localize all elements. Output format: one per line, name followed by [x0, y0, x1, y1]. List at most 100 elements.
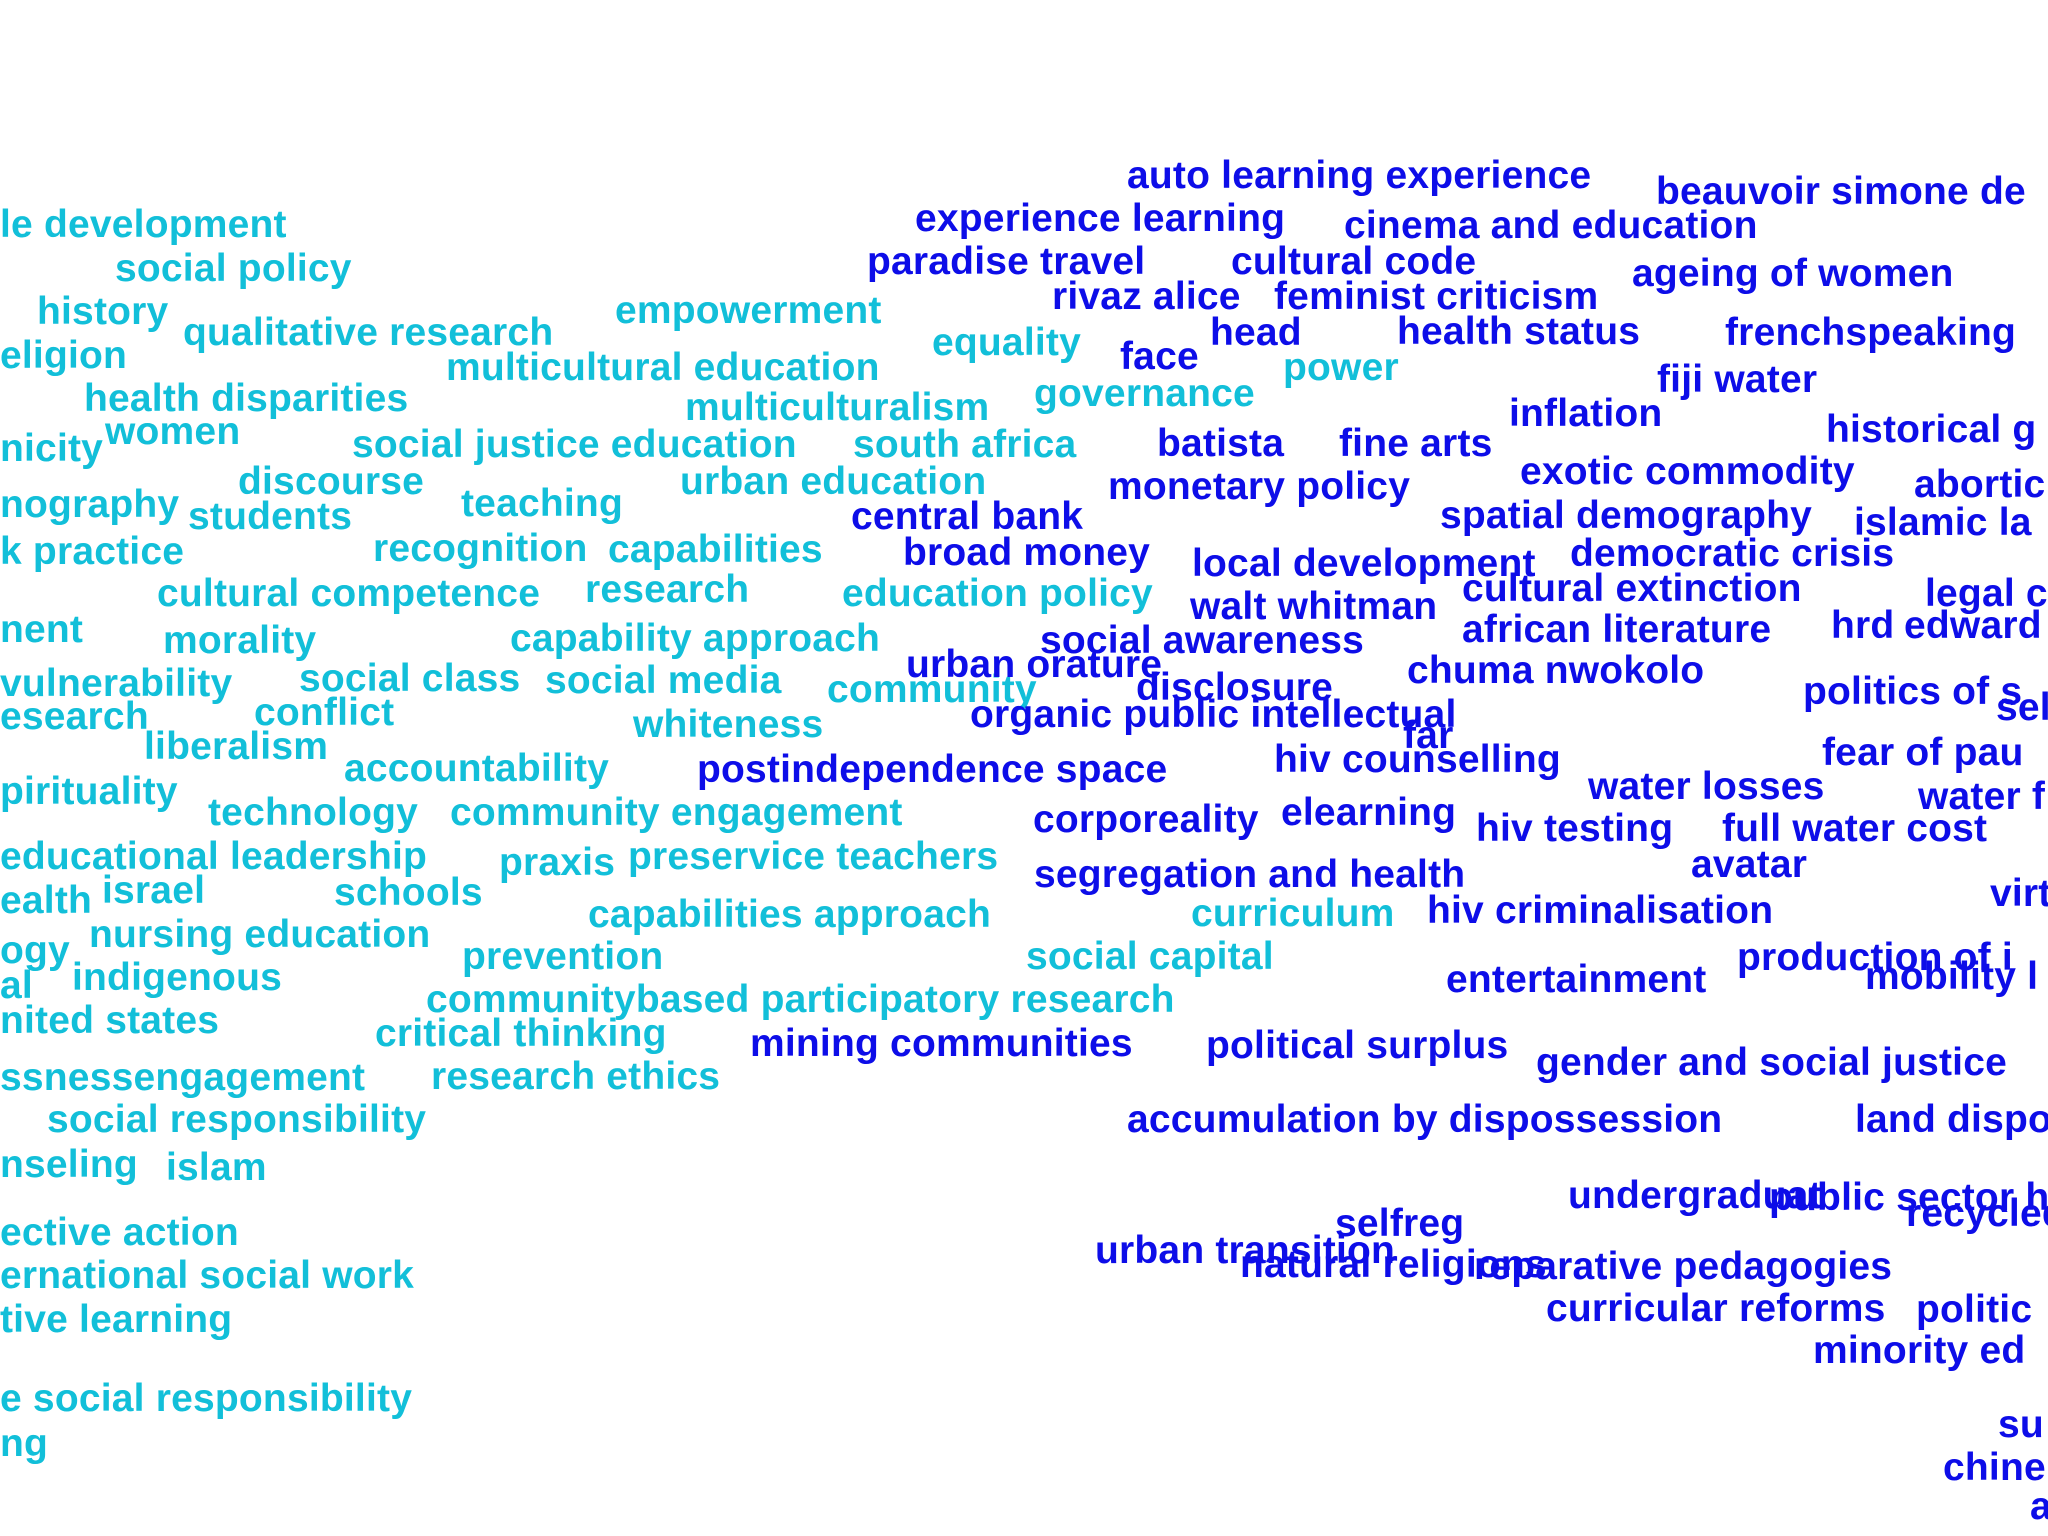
word-water-losses: water losses	[1588, 765, 1825, 808]
word-community-engagement: community engagement	[450, 791, 903, 834]
word-capabilities: capabilities	[608, 528, 823, 571]
word-al: al	[0, 964, 33, 1007]
word-su: su	[1998, 1403, 2044, 1446]
word-multicultural-education: multicultural education	[446, 346, 880, 389]
word-minority-ed: minority ed	[1813, 1329, 2026, 1372]
word-qualitative-research: qualitative research	[183, 311, 554, 354]
word-politics-of-s: politics of s	[1803, 670, 2023, 713]
word-beauvoir-simone-de: beauvoir simone de	[1656, 170, 2026, 213]
word-segregation-and-health: segregation and health	[1034, 853, 1466, 896]
word-fiji-water: fiji water	[1657, 358, 1818, 401]
word-capability-approach: capability approach	[510, 617, 881, 660]
word-central-bank: central bank	[851, 495, 1084, 538]
word-ssnessengagement: ssnessengagement	[0, 1056, 366, 1099]
word-land-dispo: land dispo	[1855, 1098, 2048, 1141]
word-hiv-criminalisation: hiv criminalisation	[1427, 889, 1774, 932]
word-k-practice: k practice	[0, 530, 185, 573]
word-political-surplus: political surplus	[1206, 1024, 1509, 1067]
word-virt: virt	[1990, 872, 2048, 915]
word-power: power	[1283, 346, 1399, 389]
word-feminist-criticism: feminist criticism	[1274, 275, 1599, 318]
word-historical-g: historical g	[1826, 408, 2037, 451]
word-fear-of-pau: fear of pau	[1822, 731, 2024, 774]
word-conflict: conflict	[254, 691, 395, 734]
word-social-policy: social policy	[115, 247, 352, 290]
word-critical-thinking: critical thinking	[375, 1012, 667, 1055]
word-pirituality: pirituality	[0, 770, 178, 813]
word-nseling: nseling	[0, 1143, 138, 1186]
word-postindependence-space: postindependence space	[697, 748, 1168, 791]
word-preservice-teachers: preservice teachers	[628, 835, 999, 878]
word-inflation: inflation	[1509, 392, 1663, 435]
word-indigenous: indigenous	[72, 956, 282, 999]
word-social-justice-education: social justice education	[352, 423, 797, 466]
word-water-f: water f	[1918, 775, 2046, 818]
word-accountability: accountability	[344, 747, 610, 790]
word-nography: nography	[0, 483, 180, 526]
word-curriculum: curriculum	[1191, 892, 1395, 935]
word-students: students	[188, 495, 353, 538]
word-urban-transition: urban transition	[1095, 1229, 1396, 1272]
word-cultural-code: cultural code	[1231, 240, 1477, 283]
word-prevention: prevention	[462, 935, 664, 978]
word-hiv-counselling: hiv counselling	[1274, 738, 1561, 781]
word-paradise-travel: paradise travel	[867, 240, 1146, 283]
word-avatar: avatar	[1691, 843, 1808, 886]
word-mining-communities: mining communities	[750, 1022, 1133, 1065]
word-social-awareness: social awareness	[1040, 619, 1365, 662]
word-teaching: teaching	[461, 482, 623, 525]
word-urban-education: urban education	[680, 460, 987, 503]
word-mobility-l: mobility l	[1865, 955, 2039, 998]
word-health-status: health status	[1397, 310, 1641, 353]
word-reparative-pedagogies: reparative pedagogies	[1474, 1245, 1893, 1288]
word-recognition: recognition	[373, 527, 588, 570]
word-recycled-water: recycled water	[1906, 1192, 2048, 1235]
word-praxis: praxis	[499, 841, 616, 884]
word-local-development: local development	[1192, 542, 1536, 585]
word-schools: schools	[334, 871, 483, 914]
word-edward: edward	[1904, 604, 2042, 647]
word-face: face	[1120, 335, 1199, 378]
word-health-disparities: health disparities	[84, 377, 409, 420]
word-natural-religions: natural religions	[1240, 1243, 1547, 1286]
word-social-responsibility: social responsibility	[47, 1098, 427, 1141]
word-hiv-testing: hiv testing	[1476, 807, 1674, 850]
word-disclosure: disclosure	[1136, 666, 1334, 709]
word-esearch: esearch	[0, 695, 149, 738]
word-equality: equality	[932, 321, 1081, 364]
word-morality: morality	[163, 619, 317, 662]
word-cultural-competence: cultural competence	[157, 572, 541, 615]
word-ernational-social-work: ernational social work	[0, 1254, 415, 1297]
word-gender-and-social-justice: gender and social justice	[1536, 1041, 2007, 1084]
word-islam: islam	[166, 1146, 267, 1189]
word-batista: batista	[1157, 422, 1285, 465]
word-community: community	[827, 668, 1037, 711]
word-le-development: le development	[0, 203, 287, 246]
word-elearning: elearning	[1281, 791, 1457, 834]
word-education-policy: education policy	[842, 572, 1153, 615]
word-multiculturalism: multiculturalism	[685, 386, 990, 429]
word-chuma-nwokolo: chuma nwokolo	[1407, 649, 1705, 692]
word-ective-action: ective action	[0, 1211, 239, 1254]
word-research: research	[585, 568, 750, 611]
word-frenchspeaking: frenchspeaking	[1725, 311, 2017, 354]
word-organic-public-intellectual: organic public intellectual	[970, 693, 1457, 736]
word-head: head	[1210, 311, 1302, 354]
word-walt-whitman: walt whitman	[1190, 585, 1438, 628]
word-e-social-responsibility: e social responsibility	[0, 1377, 413, 1420]
word-exotic-commodity: exotic commodity	[1520, 450, 1855, 493]
word-whiteness: whiteness	[633, 703, 824, 746]
word-women: women	[105, 410, 241, 453]
word-discourse: discourse	[238, 460, 425, 503]
word-legal-c: legal c	[1925, 572, 2048, 615]
word-empowerment: empowerment	[615, 289, 882, 332]
word-ealth: ealth	[0, 879, 93, 922]
word-fine-arts: fine arts	[1339, 422, 1493, 465]
word-full-water-cost: full water cost	[1722, 807, 1988, 850]
word-rivaz-alice: rivaz alice	[1052, 275, 1241, 318]
word-history: history	[37, 290, 169, 333]
word-a: a	[2030, 1485, 2048, 1528]
word-corporeality: corporeality	[1033, 798, 1259, 841]
word-social-class: social class	[299, 657, 521, 700]
